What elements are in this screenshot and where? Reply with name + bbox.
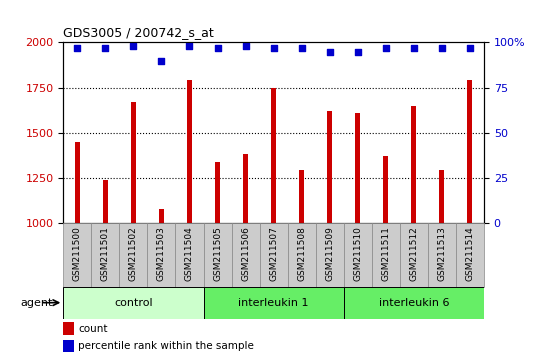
Text: interleukin 6: interleukin 6 — [378, 298, 449, 308]
Bar — [271, 88, 276, 223]
Point — [241, 43, 250, 49]
Text: GSM211500: GSM211500 — [73, 226, 82, 281]
Point — [465, 45, 474, 51]
Bar — [204, 287, 344, 319]
Text: GSM211501: GSM211501 — [101, 226, 110, 281]
Bar — [63, 322, 74, 335]
Text: GSM211502: GSM211502 — [129, 226, 138, 281]
Bar — [439, 170, 444, 223]
Bar — [63, 340, 74, 352]
Text: GSM211509: GSM211509 — [325, 226, 334, 281]
Bar — [243, 154, 248, 223]
Point — [270, 45, 278, 51]
Point — [382, 45, 390, 51]
Point — [409, 45, 418, 51]
Bar — [456, 223, 484, 287]
Text: GSM211505: GSM211505 — [213, 226, 222, 281]
Bar — [147, 223, 175, 287]
Text: GSM211513: GSM211513 — [437, 226, 447, 281]
Text: GSM211514: GSM211514 — [465, 226, 475, 281]
Text: percentile rank within the sample: percentile rank within the sample — [78, 341, 254, 351]
Text: GSM211506: GSM211506 — [241, 226, 250, 281]
Text: GSM211512: GSM211512 — [409, 226, 419, 281]
Bar — [468, 80, 472, 223]
Point — [438, 45, 447, 51]
Point — [185, 43, 194, 49]
Bar — [91, 223, 119, 287]
Bar — [372, 223, 400, 287]
Bar — [175, 223, 204, 287]
Bar — [344, 287, 484, 319]
Text: count: count — [78, 324, 107, 333]
Bar — [75, 142, 80, 223]
Bar — [299, 170, 304, 223]
Point — [326, 48, 334, 54]
Point — [297, 45, 306, 51]
Bar — [63, 223, 91, 287]
Text: GDS3005 / 200742_s_at: GDS3005 / 200742_s_at — [63, 26, 214, 39]
Text: interleukin 1: interleukin 1 — [238, 298, 309, 308]
Bar — [327, 111, 332, 223]
Bar — [260, 223, 288, 287]
Bar — [187, 80, 192, 223]
Bar — [131, 102, 136, 223]
Bar — [103, 180, 108, 223]
Bar — [411, 105, 416, 223]
Bar — [428, 223, 456, 287]
Point — [213, 45, 222, 51]
Bar — [383, 156, 388, 223]
Point — [101, 45, 110, 51]
Text: control: control — [114, 298, 153, 308]
Bar — [400, 223, 428, 287]
Bar — [159, 210, 164, 223]
Text: GSM211504: GSM211504 — [185, 226, 194, 281]
Text: GSM211508: GSM211508 — [297, 226, 306, 281]
Bar — [119, 223, 147, 287]
Text: agent: agent — [20, 298, 52, 308]
Bar — [215, 162, 220, 223]
Text: GSM211503: GSM211503 — [157, 226, 166, 281]
Bar — [288, 223, 316, 287]
Point — [353, 48, 362, 54]
Bar — [204, 223, 232, 287]
Bar — [355, 113, 360, 223]
Point — [129, 43, 138, 49]
Text: GSM211510: GSM211510 — [353, 226, 362, 281]
Bar — [232, 223, 260, 287]
Point — [157, 58, 166, 63]
Point — [73, 45, 82, 51]
Bar — [316, 223, 344, 287]
Text: GSM211511: GSM211511 — [381, 226, 390, 281]
Text: GSM211507: GSM211507 — [269, 226, 278, 281]
Bar — [344, 223, 372, 287]
Bar — [63, 287, 204, 319]
